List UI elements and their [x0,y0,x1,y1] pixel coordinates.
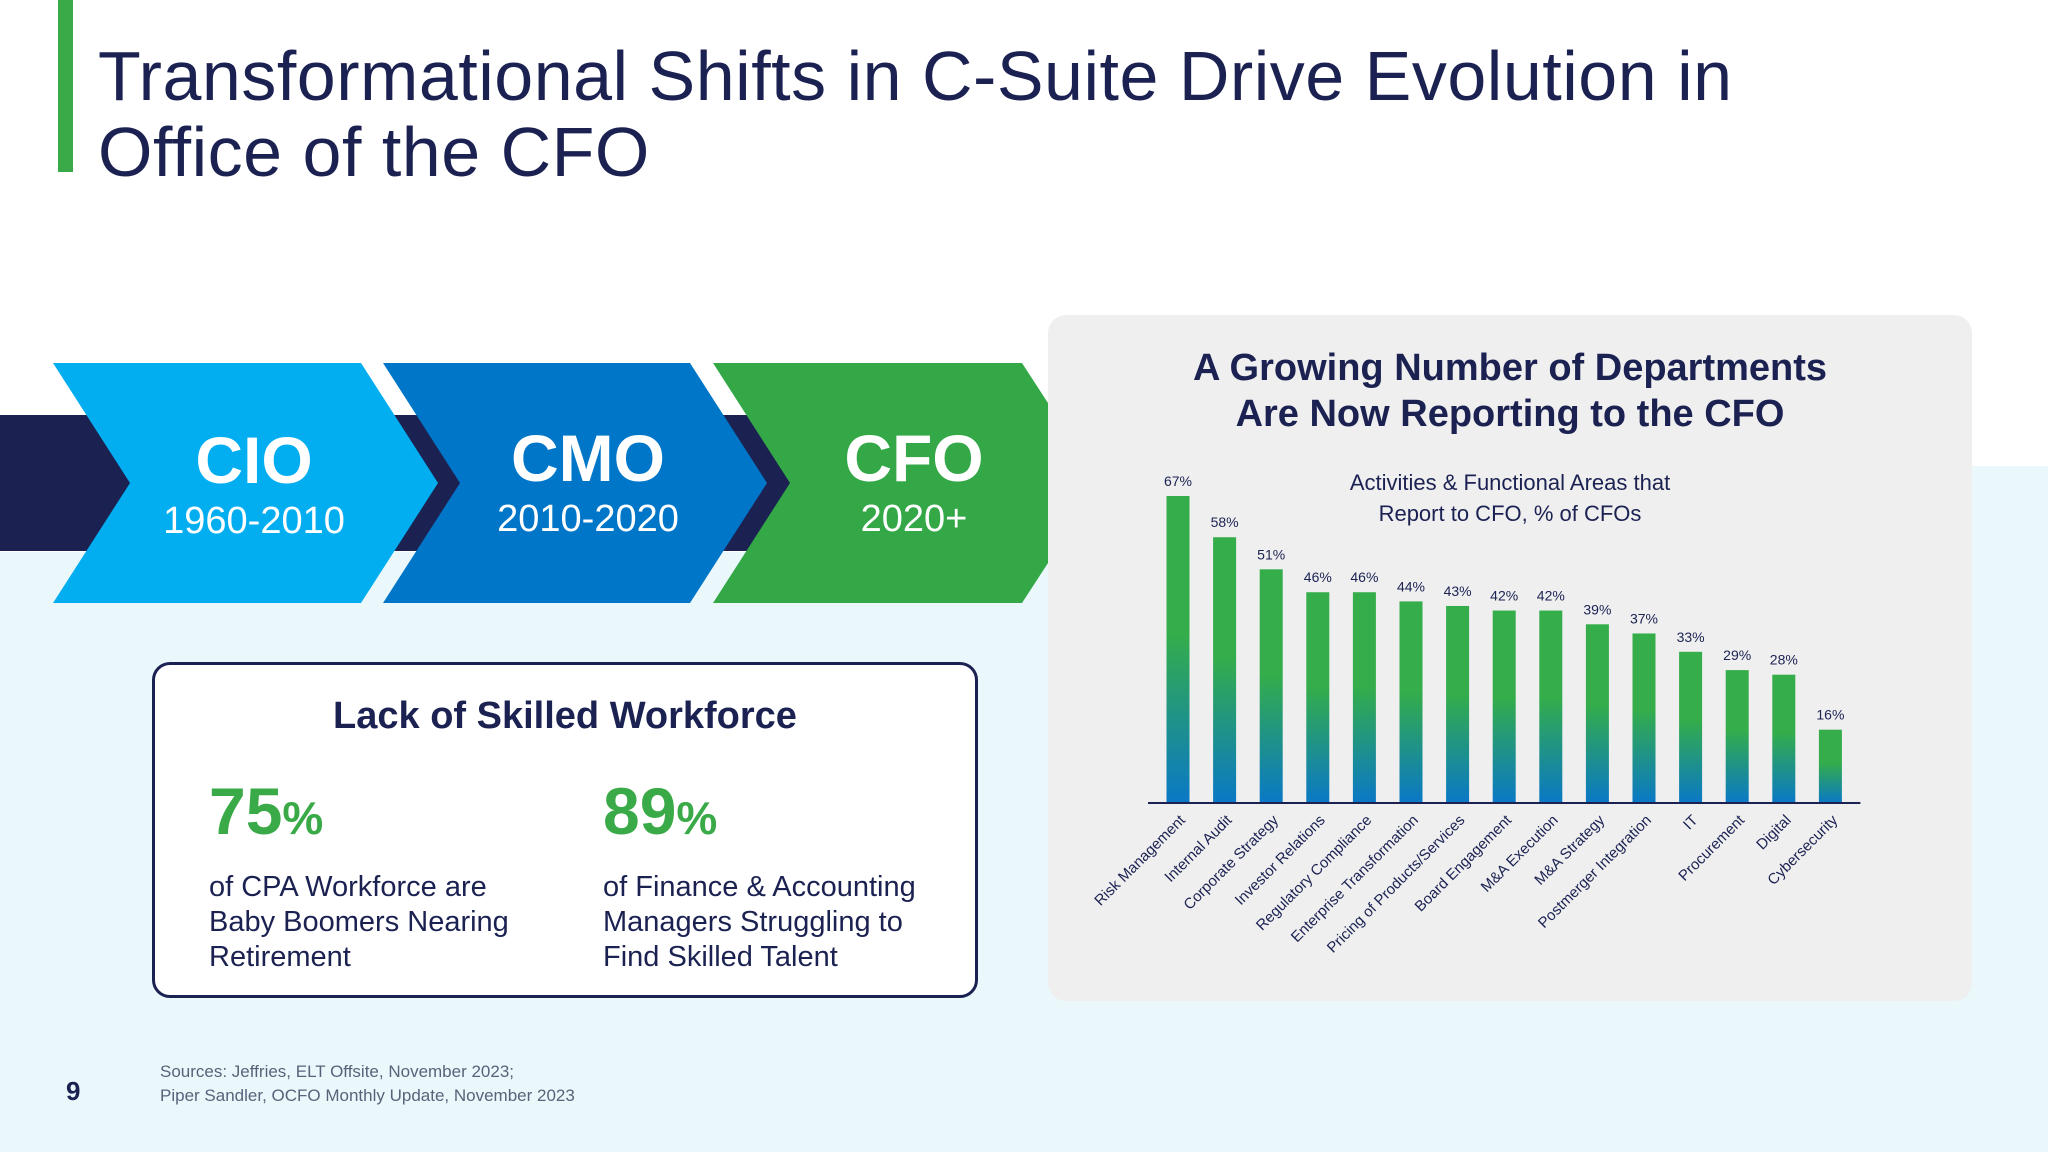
stat-cpa-workforce: 75% of CPA Workforce are Baby Boomers Ne… [209,775,539,975]
data-label: 37% [1630,610,1658,626]
timeline-item-cmo: CMO 2010-2020 [458,423,718,541]
stat-description-line: of CPA Workforce are [209,871,487,903]
bar [1818,729,1842,803]
chevron-cmo [383,363,767,603]
chart-subtitle: Activities & Functional Areas that Repor… [1048,467,1972,529]
page-title-line1: Transformational Shifts in C-Suite Drive… [98,37,1733,115]
timeline-years-cfo: 2020+ [860,498,968,540]
page-title-line2: Office of the CFO [98,113,650,191]
bar [1259,569,1283,803]
bar [1632,633,1656,803]
stat-description-line: Managers Struggling to [603,906,903,938]
data-label: 28% [1770,652,1798,668]
data-label: 67% [1164,473,1192,489]
data-label: 43% [1444,583,1472,599]
data-label: 46% [1304,569,1332,585]
data-label: 44% [1397,578,1425,594]
bar [1166,496,1190,803]
chart-title-line2: Are Now Reporting to the CFO [1235,393,1785,435]
category-label: IT [1680,812,1701,833]
bar [1399,601,1423,803]
data-label: 39% [1583,601,1611,617]
chevron-cio [53,363,438,603]
timeline-role-cfo: CFO [844,421,984,495]
chart-title: A Growing Number of Departments Are Now … [1048,345,1972,437]
bar [1213,537,1237,803]
timeline-item-cfo: CFO 2020+ [784,423,1044,541]
data-label: 58% [1211,514,1239,530]
stat-description: of Finance & Accounting Managers Struggl… [603,870,933,975]
timeline-item-cio: CIO 1960-2010 [124,425,384,543]
page-title: Transformational Shifts in C-Suite Drive… [98,38,1798,190]
data-label: 42% [1537,588,1565,604]
stat-unit: % [676,792,718,844]
data-label: 16% [1816,707,1844,723]
stat-unit: % [282,792,324,844]
stat-description-line: Baby Boomers Nearing [209,906,509,938]
stat-finance-managers: 89% of Finance & Accounting Managers Str… [603,775,933,975]
stat-value: 89% [603,775,933,854]
chart-subtitle-line2: Report to CFO, % of CFOs [1378,501,1642,526]
stat-value: 75% [209,775,539,854]
chevron-cfo [713,363,1100,603]
bar [1679,651,1703,803]
timeline-role-cmo: CMO [511,421,665,495]
chart-subtitle-line1: Activities & Functional Areas that [1349,470,1671,495]
data-label: 51% [1257,546,1285,562]
bar [1492,610,1516,803]
bar [1725,670,1749,803]
page-number: 9 [66,1076,81,1106]
data-label: 46% [1350,569,1378,585]
chart-title-line1: A Growing Number of Departments [1192,347,1828,389]
sources-note: Sources: Jeffries, ELT Offsite, November… [160,1060,575,1108]
stat-number: 89 [603,774,677,848]
bar [1772,674,1796,803]
data-label: 29% [1723,647,1751,663]
timeline-years-cmo: 2010-2020 [497,498,679,540]
stat-description-line: Retirement [209,941,351,973]
data-label: 42% [1490,588,1518,604]
timeline-years-cio: 1960-2010 [163,500,345,542]
bar [1585,624,1609,803]
workforce-box: Lack of Skilled Workforce 75% of CPA Wor… [152,662,978,998]
timeline-chevrons [53,363,1100,603]
bar [1446,605,1470,803]
sources-line: Sources: Jeffries, ELT Offsite, November… [160,1062,515,1081]
bar [1306,592,1330,803]
category-label: Digital [1753,812,1794,853]
data-label: 33% [1677,629,1705,645]
bar [1352,592,1376,803]
timeline-role-cio: CIO [195,423,313,497]
chart-panel: A Growing Number of Departments Are Now … [1048,315,1972,1001]
stat-description-line: Find Skilled Talent [603,941,838,973]
stat-description: of CPA Workforce are Baby Boomers Nearin… [209,870,539,975]
stat-description-line: of Finance & Accounting [603,871,916,903]
sources-line: Piper Sandler, OCFO Monthly Update, Nove… [160,1086,575,1105]
title-accent-bar [58,0,73,172]
bar [1539,610,1563,803]
workforce-title: Lack of Skilled Workforce [333,695,797,737]
stat-number: 75 [209,774,283,848]
